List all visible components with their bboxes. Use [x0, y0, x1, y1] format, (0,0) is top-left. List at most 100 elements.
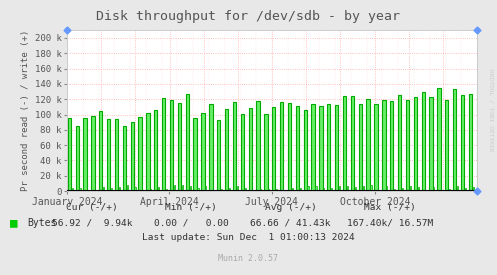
Bar [166, 189, 167, 191]
Bar [233, 102, 236, 191]
Bar [461, 95, 464, 191]
Bar [335, 105, 338, 191]
Bar [217, 120, 220, 191]
Bar [99, 111, 102, 191]
Text: ■: ■ [10, 216, 17, 229]
Bar [111, 188, 112, 191]
Bar [260, 189, 261, 191]
Text: Disk throughput for /dev/sdb - by year: Disk throughput for /dev/sdb - by year [96, 10, 401, 23]
Bar [170, 100, 173, 191]
Bar [178, 103, 181, 191]
Bar [421, 92, 425, 191]
Bar [351, 97, 354, 191]
Text: 167.40k/ 16.57M: 167.40k/ 16.57M [347, 218, 433, 227]
Bar [225, 109, 228, 191]
Bar [276, 189, 277, 191]
Bar [414, 98, 417, 191]
Bar [197, 188, 199, 191]
Bar [410, 186, 411, 191]
Bar [150, 189, 152, 191]
Bar [477, 90, 480, 191]
Text: Avg (-/+): Avg (-/+) [265, 203, 317, 212]
Bar [272, 107, 275, 191]
Bar [292, 188, 293, 191]
Bar [162, 98, 166, 191]
Bar [417, 187, 419, 191]
Bar [248, 108, 252, 191]
Bar [174, 185, 175, 191]
Bar [481, 186, 482, 191]
Bar [264, 114, 267, 191]
Bar [323, 188, 325, 191]
Bar [465, 188, 466, 191]
Bar [142, 190, 144, 191]
Bar [182, 185, 183, 191]
Bar [209, 104, 213, 191]
Bar [189, 186, 191, 191]
Text: RRDTOOL / TOBI OETIKER: RRDTOOL / TOBI OETIKER [489, 69, 494, 151]
Bar [256, 101, 260, 191]
Bar [437, 87, 440, 191]
Bar [288, 103, 291, 191]
Bar [390, 101, 394, 191]
Text: 56.92 /  9.94k: 56.92 / 9.94k [52, 218, 132, 227]
Bar [229, 188, 230, 191]
Bar [433, 187, 434, 191]
Bar [115, 119, 118, 191]
Bar [146, 113, 150, 191]
Bar [107, 119, 110, 191]
Bar [312, 104, 315, 191]
Bar [193, 118, 197, 191]
Bar [139, 117, 142, 191]
Bar [237, 186, 238, 191]
Bar [300, 188, 301, 191]
Bar [359, 104, 362, 191]
Bar [425, 190, 426, 191]
Bar [154, 110, 158, 191]
Bar [398, 95, 401, 191]
Bar [205, 186, 206, 191]
Bar [268, 189, 269, 191]
Bar [131, 122, 134, 191]
Bar [95, 190, 96, 191]
Bar [429, 97, 433, 191]
Bar [127, 185, 128, 191]
Text: Max (-/+): Max (-/+) [364, 203, 416, 212]
Bar [76, 126, 79, 191]
Text: Bytes: Bytes [27, 218, 57, 228]
Bar [386, 186, 387, 191]
Bar [374, 104, 378, 191]
Bar [316, 186, 317, 191]
Bar [185, 95, 189, 191]
Bar [343, 96, 346, 191]
Bar [347, 186, 348, 191]
Bar [319, 106, 323, 191]
Bar [83, 118, 86, 191]
Bar [135, 187, 136, 191]
Text: Min (-/+): Min (-/+) [166, 203, 217, 212]
Bar [284, 190, 285, 191]
Bar [158, 187, 159, 191]
Bar [355, 187, 356, 191]
Bar [68, 118, 71, 191]
Bar [382, 100, 386, 191]
Bar [123, 126, 126, 191]
Bar [362, 186, 364, 191]
Bar [80, 188, 81, 191]
Bar [304, 110, 307, 191]
Bar [441, 190, 442, 191]
Bar [221, 189, 222, 191]
Bar [370, 185, 372, 191]
Bar [469, 94, 472, 191]
Bar [449, 189, 450, 191]
Bar [394, 189, 395, 191]
Bar [327, 103, 331, 191]
Text: Last update: Sun Dec  1 01:00:13 2024: Last update: Sun Dec 1 01:00:13 2024 [142, 233, 355, 242]
Text: Cur (-/+): Cur (-/+) [66, 203, 118, 212]
Bar [213, 190, 214, 191]
Bar [252, 190, 253, 191]
Bar [241, 114, 244, 191]
Bar [445, 100, 448, 191]
Bar [72, 188, 73, 191]
Text: 0.00 /   0.00: 0.00 / 0.00 [154, 218, 229, 227]
